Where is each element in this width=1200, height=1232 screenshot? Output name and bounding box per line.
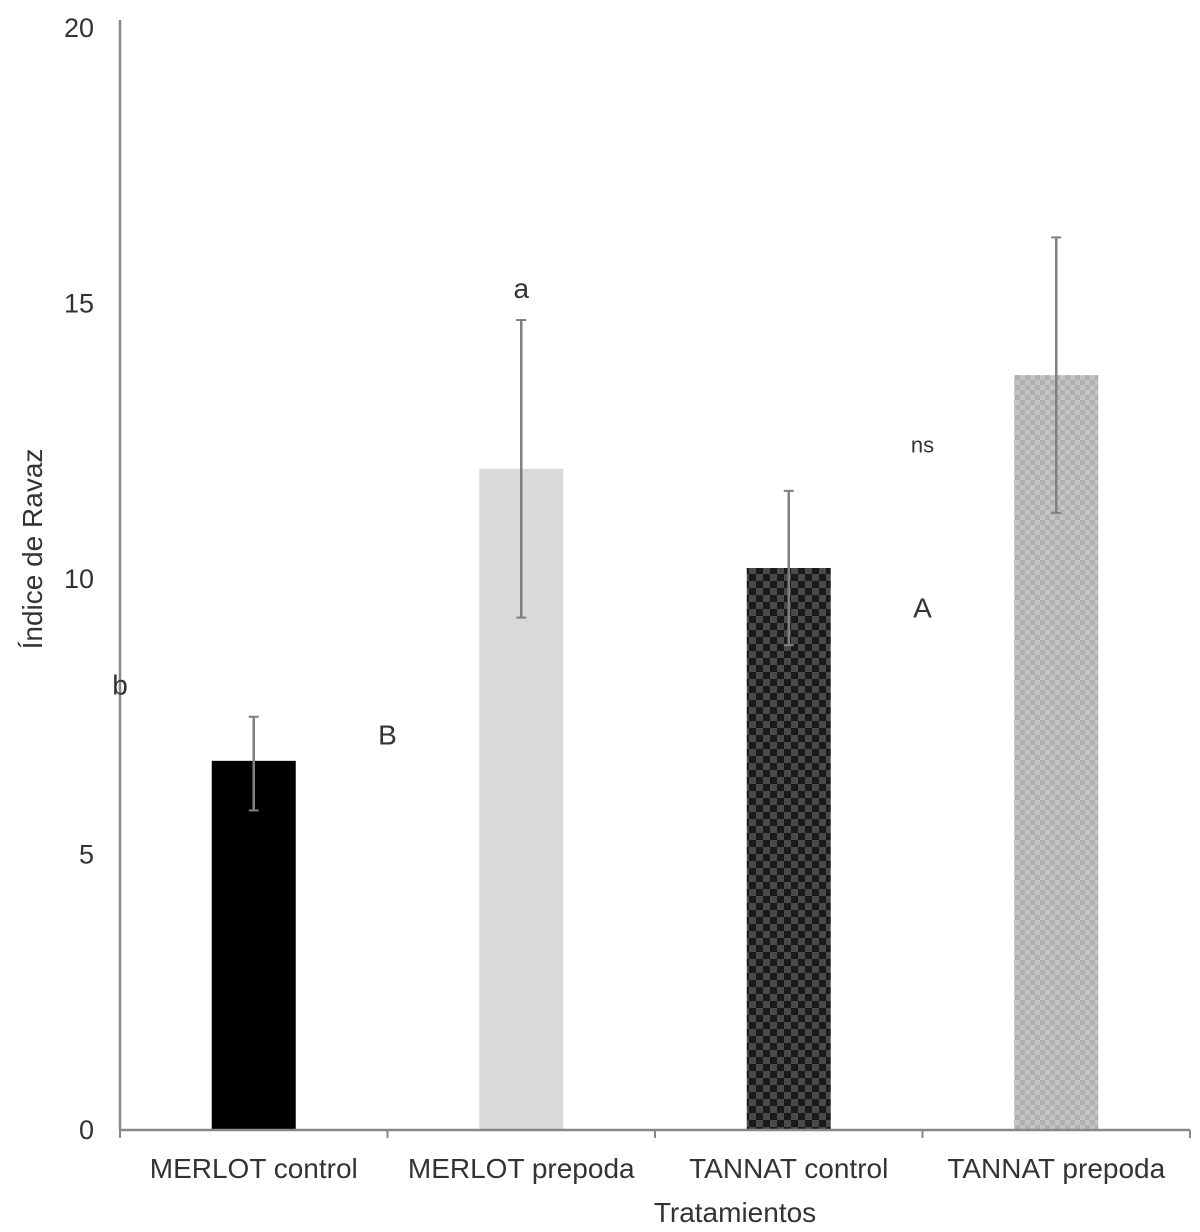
y-tick-label-5: 5	[79, 840, 94, 870]
axes-layer	[118, 20, 1191, 1138]
x-category-label-4: TANNAT prepoda	[947, 1153, 1165, 1184]
bar-3	[746, 567, 831, 1130]
annotation-B: B	[378, 719, 397, 750]
y-tick-label-10: 10	[64, 564, 94, 594]
bars-layer	[211, 375, 1099, 1130]
error-bars-layer	[248, 236, 1062, 812]
annotation-a: a	[513, 273, 529, 304]
x-category-label-2: MERLOT prepoda	[408, 1153, 635, 1184]
bar-1	[211, 760, 296, 1130]
y-tick-label-0: 0	[79, 1115, 94, 1145]
x-category-label-1: MERLOT control	[150, 1153, 358, 1184]
y-tick-label-20: 20	[64, 13, 94, 43]
labels-layer: 0 5 10 15 20 MERLOT control MERLOT prepoda TANN…	[17, 13, 1166, 1228]
y-axis-title: Índice de Ravaz	[17, 449, 48, 650]
annotation-b: b	[112, 670, 128, 701]
x-axis-title: Tratamientos	[654, 1197, 816, 1228]
y-tick-label-15: 15	[64, 289, 94, 319]
x-category-label-3: TANNAT control	[689, 1153, 888, 1184]
annotation-A: A	[913, 593, 932, 624]
annotation-ns: ns	[911, 432, 934, 457]
